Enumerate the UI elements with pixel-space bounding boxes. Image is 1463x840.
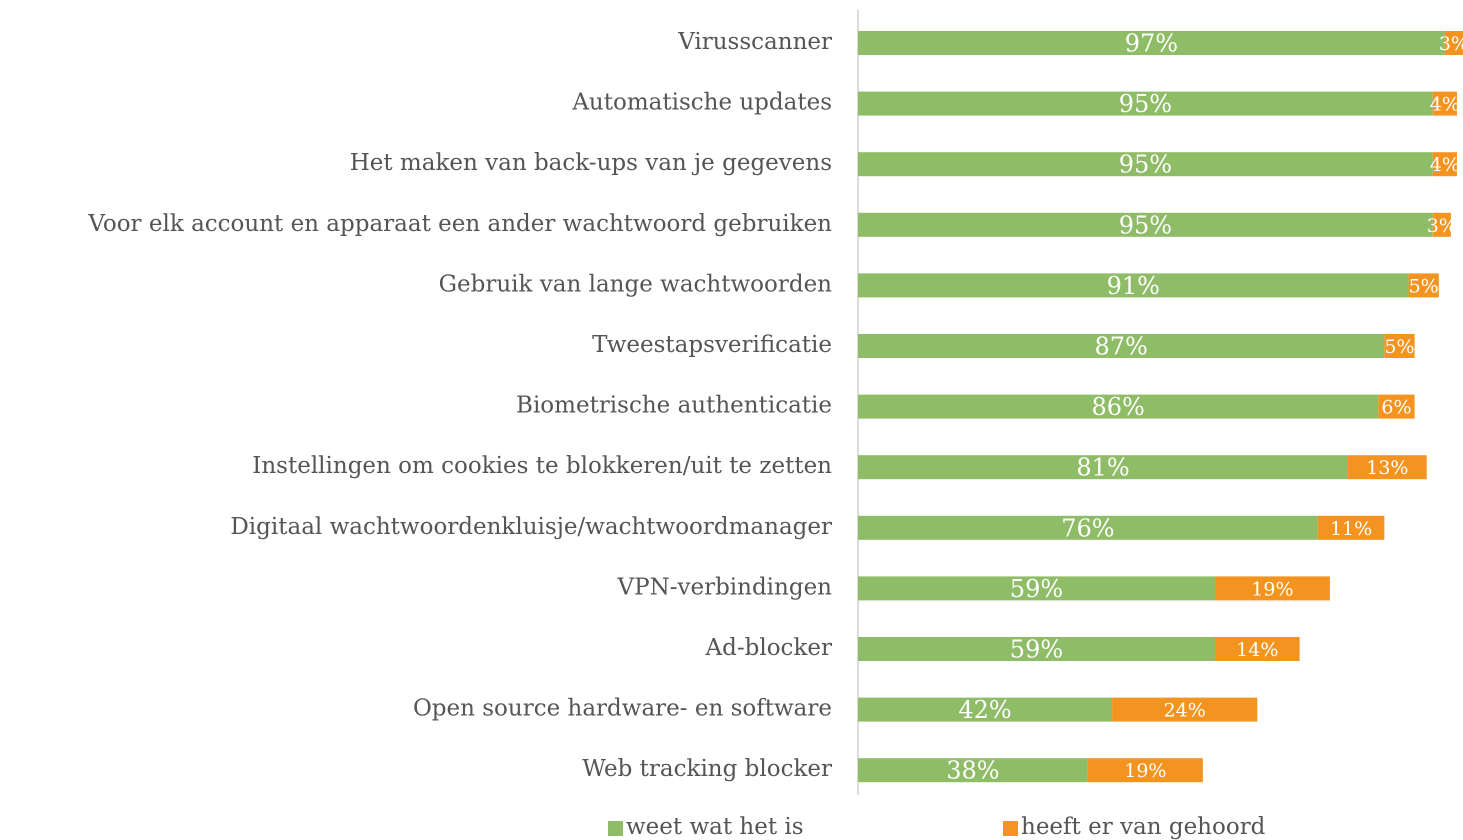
value-label: 6%	[1381, 397, 1411, 419]
category-label: Het maken van back-ups van je gegevens	[350, 150, 832, 176]
bar-segment	[1378, 394, 1415, 419]
value-label: 3%	[1439, 33, 1463, 55]
value-label: 11%	[1330, 518, 1372, 540]
bar-segment	[858, 697, 1113, 722]
bar-segment	[858, 91, 1433, 116]
value-label: 13%	[1366, 457, 1408, 479]
category-label: Automatische updates	[571, 90, 832, 116]
value-label: 95%	[1119, 211, 1172, 239]
bar-segment	[1432, 91, 1457, 116]
category-label: Digitaal wachtwoordenkluisje/wachtwoordm…	[230, 514, 832, 540]
legend-swatch	[608, 821, 623, 836]
bar-segment	[858, 394, 1379, 419]
value-label: 81%	[1076, 454, 1129, 482]
bar-segment	[858, 455, 1349, 480]
legend-swatch	[1003, 821, 1018, 836]
legend-label: weet wat het is	[626, 814, 804, 840]
value-label: 95%	[1119, 151, 1172, 179]
bar-segment	[1432, 152, 1457, 177]
category-label: Tweestapsverificatie	[592, 332, 832, 358]
value-label: 5%	[1384, 336, 1414, 358]
value-label: 97%	[1125, 30, 1178, 58]
value-label: 38%	[946, 757, 999, 785]
value-label: 76%	[1061, 514, 1114, 542]
bar-segment	[858, 334, 1385, 358]
value-label: 95%	[1119, 90, 1172, 118]
value-label: 59%	[1010, 575, 1063, 603]
category-label: Instellingen om cookies te blokkeren/uit…	[252, 453, 832, 479]
category-label: VPN-verbindingen	[616, 574, 832, 600]
value-label: 19%	[1124, 760, 1166, 782]
legend-label: heeft er van gehoord	[1021, 814, 1266, 840]
bar-segment	[1317, 515, 1385, 540]
bar-segment	[858, 31, 1445, 55]
category-label: Ad-blocker	[705, 635, 832, 661]
category-label: Open source hardware- en software	[413, 696, 832, 722]
value-label: 14%	[1236, 639, 1278, 661]
value-label: 4%	[1430, 94, 1460, 116]
value-label: 59%	[1010, 636, 1063, 664]
value-label: 19%	[1251, 578, 1293, 600]
value-label: 87%	[1095, 333, 1148, 361]
bar-segment	[1408, 273, 1439, 298]
category-label: Web tracking blocker	[582, 756, 832, 782]
category-label: Voor elk account en apparaat een ander w…	[87, 211, 832, 237]
bar-segment	[1087, 758, 1203, 783]
value-label: 5%	[1409, 275, 1439, 297]
value-label: 91%	[1107, 272, 1160, 300]
category-label: Virusscanner	[677, 29, 832, 55]
bar-segment	[1214, 576, 1330, 601]
bar-segment	[858, 152, 1433, 177]
value-label: 42%	[958, 696, 1011, 724]
bar-segment	[858, 273, 1409, 298]
bar-segment	[1214, 637, 1300, 661]
value-label: 86%	[1091, 393, 1144, 421]
bar-segment	[1348, 455, 1427, 480]
bar-segment	[1112, 697, 1258, 722]
value-label: 4%	[1430, 154, 1460, 176]
bar-segment	[1444, 31, 1463, 55]
value-label: 3%	[1427, 215, 1457, 237]
bar-segment	[858, 212, 1433, 237]
category-label: Biometrische authenticatie	[516, 393, 832, 419]
bar-segment	[858, 576, 1215, 601]
value-label: 24%	[1164, 700, 1206, 722]
bar-segment	[858, 758, 1088, 783]
bar-segment	[858, 515, 1318, 540]
bar-segment	[1432, 212, 1451, 237]
bar-segment	[1384, 334, 1415, 358]
category-label: Gebruik van lange wachtwoorden	[439, 271, 833, 297]
bar-segment	[858, 637, 1215, 661]
